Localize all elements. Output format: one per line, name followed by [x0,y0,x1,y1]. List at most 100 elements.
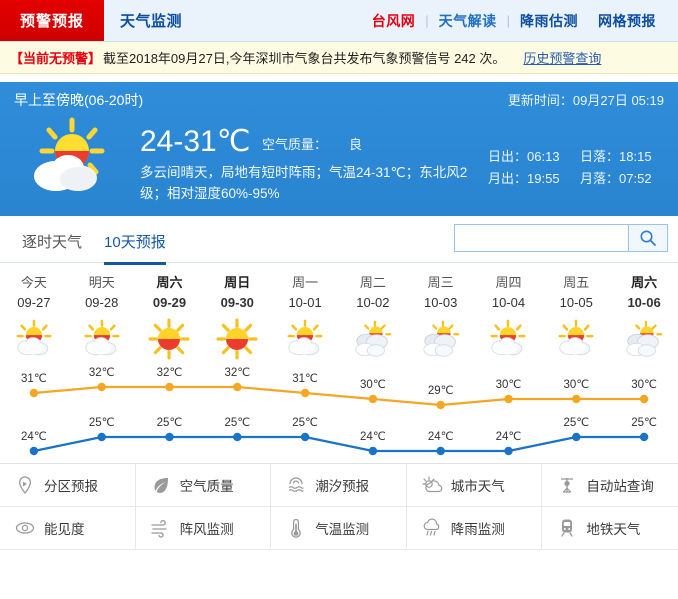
moonrise-label: 月出： [488,171,528,186]
forecast-day-column[interactable]: 今天 09-27 [0,273,68,313]
sun-row: 日出：06:13 日落：18:15 [488,146,664,168]
forecast-day-column[interactable]: 周六 10-06 [610,273,678,313]
cloudy-sun-icon [407,313,475,365]
service-link-eye[interactable]: 能见度 [0,507,136,550]
service-link-label: 能见度 [44,522,85,537]
alert-bar: 【当前无预警】 截至2018年09月27日,今年深圳市气象台共发布气象预警信号 … [0,42,678,74]
tide-icon [285,474,307,496]
service-link-grid: 分区预报 空气质量 潮汐预报 城市天气 自动站查询能见度 阵风监测 气温监测 降雨监测 地铁天气 [0,463,678,550]
eye-icon [14,517,36,539]
forecast-day-date: 09-28 [85,295,119,310]
temperature-point-low [233,432,242,442]
temperature-point-low [29,446,39,456]
temperature-label-high: 30℃ [495,379,522,391]
service-link-subway[interactable]: 地铁天气 [542,507,678,550]
temperature-point-high [233,382,242,392]
forecast-day-name: 周六 [156,275,183,290]
nav-item-weather-monitor[interactable]: 天气监测 [120,13,183,30]
wind-icon [150,517,172,539]
forecast-day-column[interactable]: 明天 09-28 [68,273,136,313]
service-link-tide[interactable]: 潮汐预报 [271,464,407,507]
forecast-day-date: 10-06 [627,295,661,310]
moonset: 月落：07:52 [580,168,664,190]
service-link-city-weather[interactable]: 城市天气 [406,464,543,507]
temperature-label-low: 24℃ [495,431,522,443]
nav-tab-warning-forecast[interactable]: 预警预报 [0,0,104,41]
temperature-point-low [368,446,378,456]
nav-separator: | [506,13,510,28]
service-link-thermometer[interactable]: 气温监测 [271,507,407,550]
top-navigation: 预警预报 天气监测 台风网 | 天气解读 | 降雨估测 网格预报 [0,0,678,42]
update-time: 更新时间：09月27日 05:19 [508,90,664,109]
temperature-label-low: 25℃ [156,417,183,429]
temperature-point-low [165,432,174,442]
moonrise-value: 19:55 [527,171,560,186]
temperature-label-high: 30℃ [631,379,657,391]
forecast-day-name: 周二 [359,275,386,290]
map-pin-icon [14,474,36,496]
forecast-day-date: 10-02 [356,295,390,310]
temperature-label-low: 25℃ [563,417,590,429]
moonrise: 月出：19:55 [488,168,580,190]
current-temperature: 24-31℃ [140,125,251,158]
sun-moon-info: 日出：06:13 日落：18:15 月出：19:55 月落：07:52 [488,146,664,190]
forecast-day-column[interactable]: 周三 10-03 [407,273,475,313]
forecast-day-column[interactable]: 周四 10-04 [475,273,543,313]
service-link-label: 自动站查询 [586,479,654,494]
service-link-label: 气温监测 [315,522,370,537]
temperature-chart: 31℃ 32℃ 32℃ 32℃ 31℃ 30℃ 29℃ 30℃ 30℃ 30℃ 24℃ 25℃ 25℃ 2… [0,365,678,465]
service-link-rain[interactable]: 降雨监测 [406,507,543,550]
service-link-label: 分区预报 [44,479,98,494]
forecast-tabbar: 逐时天气 10天预报 [0,216,678,265]
temperature-point-high [300,388,310,398]
forecast-period-label: 早上至傍晚(06-20时) [14,92,144,108]
forecast-day-name: 周四 [495,275,522,290]
temperature-point-high [97,382,106,392]
search-box [454,224,668,252]
search-button[interactable] [628,224,668,252]
service-link-map-pin[interactable]: 分区预报 [0,464,136,507]
temperature-point-high [639,394,649,404]
tab-hourly-weather[interactable]: 逐时天气 [22,233,83,251]
forecast-day-column[interactable]: 周二 10-02 [339,273,407,313]
service-link-label: 城市天气 [450,479,505,494]
service-link-label: 潮汐预报 [315,479,370,494]
temperature-label-high: 30℃ [563,379,590,391]
moonset-label: 月落： [580,171,620,186]
alert-message: 截至2018年09月27日,今年深圳市气象台共发布气象预警信号 242 次。 [103,51,506,66]
temperature-point-low [572,432,581,442]
nav-link-rain-estimate[interactable]: 降雨估测 [520,12,578,29]
alert-history-link[interactable]: 历史预警查询 [523,51,602,66]
nav-link-weather-interpretation[interactable]: 天气解读 [438,12,497,29]
forecast-day-name: 今天 [20,275,47,290]
nav-link-typhoon[interactable]: 台风网 [371,12,416,29]
forecast-day-column[interactable]: 周日 09-30 [203,273,271,313]
service-link-label: 空气质量 [179,479,234,494]
forecast-day-column[interactable]: 周一 10-01 [271,273,339,313]
forecast-day-date: 10-04 [491,295,526,310]
forecast-day-name: 周三 [427,275,454,290]
forecast-day-date: 10-05 [559,295,593,310]
service-link-label: 地铁天气 [586,522,641,537]
forecast-day-column[interactable]: 周五 10-05 [542,273,610,313]
temperature-point-low [300,432,310,442]
service-link-label: 降雨监测 [450,522,505,537]
sunrise: 日出：06:13 [488,146,580,168]
air-quality-label: 空气质量： [262,137,328,152]
forecast-day-column[interactable]: 周六 09-29 [136,273,204,313]
search-input[interactable] [454,224,628,252]
temperature-point-high [572,394,581,404]
temperature-label-low: 24℃ [360,431,386,443]
forecast-day-name: 周六 [631,275,658,290]
service-link-leaf[interactable]: 空气质量 [135,464,272,507]
temperature-label-high: 32℃ [88,367,115,379]
nav-separator: | [425,13,429,28]
temperature-label-high: 29℃ [427,385,454,397]
nav-link-grid-forecast[interactable]: 网格预报 [598,12,656,29]
service-link-wind[interactable]: 阵风监测 [135,507,272,550]
temperature-label-high: 30℃ [360,379,386,391]
forecast-day-date: 10-01 [288,295,322,310]
forecast-icon-row [0,313,678,365]
tab-ten-day-forecast[interactable]: 10天预报 [104,231,166,265]
service-link-weather-station[interactable]: 自动站查询 [542,464,678,507]
